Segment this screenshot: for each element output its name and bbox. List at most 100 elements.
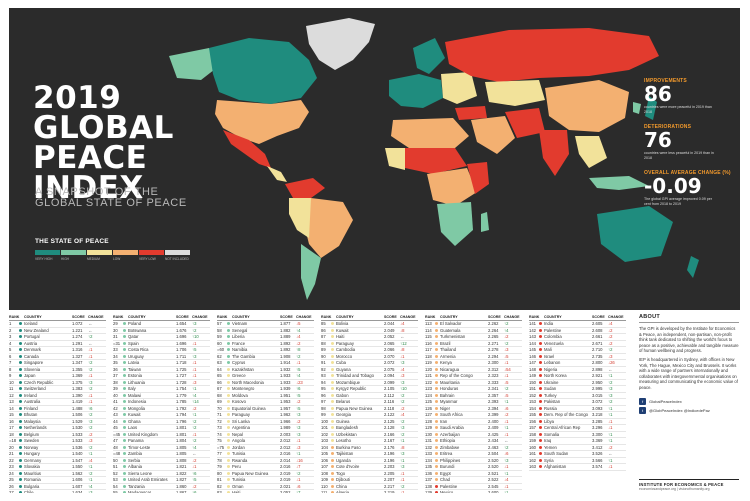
row-change: ↓1: [192, 340, 197, 346]
row-status-dot: [123, 464, 128, 469]
row-rank: 115: [425, 334, 432, 340]
row-status-dot: [19, 464, 24, 469]
row-change: ↓2: [504, 412, 509, 418]
row-country: Syria: [544, 457, 554, 463]
row-change: ↓4: [88, 457, 93, 463]
status-dot-icon: [331, 348, 334, 352]
row-country: Canada: [24, 353, 39, 359]
row-rank: 23: [9, 464, 14, 470]
row-change: ↓1: [88, 353, 93, 359]
row-status-dot: [227, 464, 232, 469]
row-country: Papua New Guinea: [232, 470, 269, 476]
status-dot-icon: [123, 478, 126, 482]
row-country: Tunisia: [232, 451, 246, 457]
row-change: ↑2: [400, 483, 405, 489]
row-score: 2.072: [384, 360, 395, 366]
row-score: 1.562: [72, 470, 83, 476]
row-rank: 26: [9, 483, 14, 489]
table-row: 44 Ghana 1.796 ↑2: [113, 419, 210, 425]
row-score: 1.529: [72, 418, 83, 424]
row-change: ↓2: [504, 334, 509, 340]
map-colombia-venezuela: [285, 178, 325, 198]
row-status-dot: [19, 373, 24, 378]
status-dot-icon: [435, 452, 438, 456]
row-country: Taiwan: [128, 366, 142, 372]
row-change: ↓2: [88, 431, 93, 437]
row-status-dot: [19, 367, 24, 372]
row-score: 1.540: [72, 451, 83, 457]
row-country: Central African Rep: [544, 425, 581, 431]
row-rank: 52: [113, 470, 118, 476]
table-row: 106 Uganda 2.196 ↑1: [321, 458, 418, 464]
row-rank: 53: [113, 477, 118, 483]
status-dot-icon: [435, 400, 438, 404]
map-canada: [209, 38, 317, 104]
row-status-dot: [123, 399, 128, 404]
header-change: CHANGE: [192, 315, 208, 319]
row-status-dot: [123, 321, 128, 326]
header-panel: 2019 GLOBAL PEACE INDEX A SNAPSHOT OF TH…: [9, 8, 740, 310]
status-dot-icon: [331, 341, 334, 345]
social-twitter[interactable]: t @GlobPeaceIndex @IndicedePaz: [639, 406, 739, 414]
table-row: 45 Laos 1.801 ↑2: [113, 425, 210, 432]
table-row: 138 Palestine 2.545 ↓1: [425, 484, 522, 490]
row-status-dot: [123, 406, 128, 411]
row-score: 2.605: [592, 321, 603, 327]
table-row: 52 Sierra Leone 1.822 ↑6: [113, 470, 210, 477]
row-country: Cambodia: [336, 347, 356, 353]
row-country: Madagascar: [128, 490, 152, 493]
row-rank: 100: [321, 418, 328, 424]
row-status-dot: [19, 451, 24, 456]
row-rank: 68: [217, 392, 222, 398]
row-status-dot: [435, 464, 440, 469]
status-dot-icon: [19, 387, 22, 391]
legend-item-very-low: VERY LOW: [139, 250, 164, 261]
map-sahel: [401, 148, 467, 174]
row-country: Namibia: [232, 347, 248, 353]
row-country: Vietnam: [232, 321, 248, 327]
row-score: 2.012: [280, 444, 291, 450]
row-status-dot: [227, 425, 232, 430]
row-score: 1.939: [280, 386, 291, 392]
row-score: 2.522: [488, 477, 499, 483]
row-score: 2.300: [488, 360, 499, 366]
status-dot-icon: [19, 458, 22, 462]
status-dot-icon: [227, 393, 230, 397]
row-change: ↓1: [296, 438, 301, 444]
row-change: ↑3: [400, 451, 405, 457]
row-status-dot: [539, 464, 544, 469]
row-rank: 129: [425, 425, 432, 431]
status-dot-icon: [539, 335, 542, 339]
status-dot-icon: [227, 322, 230, 326]
row-change: ↓3: [504, 347, 509, 353]
social-facebook[interactable]: f GlobalPeaceIndex: [639, 397, 739, 405]
row-score: 2.357: [488, 392, 499, 398]
map-australia: [597, 206, 673, 262]
title-line-1: 2019: [33, 80, 122, 116]
row-status-dot: [19, 406, 24, 411]
table-row: 105 Tajikistan 2.196 ↑3: [321, 451, 418, 458]
row-change: ↑3: [400, 379, 405, 385]
status-dot-icon: [539, 413, 542, 417]
row-status-dot: [123, 380, 128, 385]
row-rank: 155: [529, 412, 536, 418]
row-status-dot: [19, 380, 24, 385]
row-score: 2.016: [280, 464, 291, 470]
stat-label: IMPROVEMENTS: [644, 78, 687, 84]
row-change: ↑3: [504, 457, 509, 463]
header-rank: RANK: [113, 315, 124, 319]
row-change: ↓1: [400, 353, 405, 359]
table-row: 161 South Sudan 3.526 ↔: [529, 451, 626, 458]
table-row: 137 Chad 2.522 ↓4: [425, 477, 522, 484]
row-score: 2.105: [384, 386, 395, 392]
row-score: 2.203: [384, 464, 395, 470]
map-western-europe: [389, 74, 443, 108]
row-status-dot: [123, 360, 128, 365]
row-country: Romania: [24, 477, 41, 483]
row-rank: 147: [529, 360, 536, 366]
row-score: 1.754: [176, 386, 187, 392]
row-change: ↔: [192, 451, 197, 457]
table-row: 93 Trinidad and Tobago 2.094 ↓3: [321, 373, 418, 380]
row-score: 2.166: [384, 431, 395, 437]
row-status-dot: [19, 341, 24, 346]
